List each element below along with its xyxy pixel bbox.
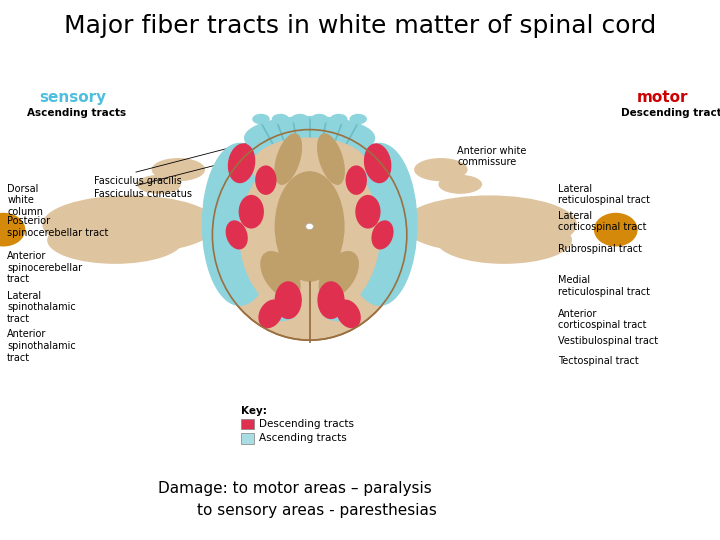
Ellipse shape — [291, 114, 309, 124]
Text: Fasciculus cuneatus: Fasciculus cuneatus — [94, 189, 192, 199]
Bar — [241, 418, 254, 429]
Text: Ascending tracts: Ascending tracts — [259, 434, 347, 443]
Ellipse shape — [414, 158, 467, 181]
Text: Rubrospinal tract: Rubrospinal tract — [558, 244, 642, 254]
Ellipse shape — [239, 150, 380, 320]
Ellipse shape — [265, 307, 296, 321]
Ellipse shape — [152, 158, 205, 181]
Ellipse shape — [436, 217, 572, 264]
Ellipse shape — [258, 300, 283, 328]
Ellipse shape — [274, 171, 345, 282]
Text: Major fiber tracts in white matter of spinal cord: Major fiber tracts in white matter of sp… — [64, 14, 656, 37]
Text: Anterior
spinocerebellar
tract: Anterior spinocerebellar tract — [7, 251, 82, 284]
Ellipse shape — [255, 165, 276, 195]
Ellipse shape — [342, 143, 418, 306]
Ellipse shape — [306, 224, 313, 230]
Ellipse shape — [274, 281, 302, 319]
Text: Lateral
reticulospinal tract: Lateral reticulospinal tract — [558, 184, 650, 205]
Ellipse shape — [252, 114, 270, 124]
Ellipse shape — [251, 138, 368, 195]
Ellipse shape — [317, 133, 345, 185]
Ellipse shape — [364, 143, 392, 183]
Text: Ascending tracts: Ascending tracts — [27, 109, 127, 118]
Text: Lateral
spinothalamic
tract: Lateral spinothalamic tract — [7, 291, 76, 323]
Ellipse shape — [349, 114, 367, 124]
Text: Medial
reticulospinal tract: Medial reticulospinal tract — [558, 275, 650, 297]
Ellipse shape — [0, 213, 25, 246]
Text: Anterior white
commissure: Anterior white commissure — [457, 146, 526, 167]
Text: Posterior
spinocerebellar tract: Posterior spinocerebellar tract — [7, 216, 109, 238]
Ellipse shape — [42, 195, 217, 253]
Ellipse shape — [137, 175, 181, 194]
Ellipse shape — [318, 281, 345, 319]
Text: Damage: to motor areas – paralysis
        to sensory areas - paresthesias: Damage: to motor areas – paralysis to se… — [158, 482, 437, 517]
Ellipse shape — [249, 123, 370, 178]
Ellipse shape — [402, 195, 577, 253]
Text: Vestibulospinal tract: Vestibulospinal tract — [558, 336, 658, 346]
Ellipse shape — [336, 300, 361, 328]
Ellipse shape — [47, 217, 183, 264]
Ellipse shape — [310, 114, 328, 124]
Ellipse shape — [274, 133, 302, 185]
Text: Anterior
spinothalamic
tract: Anterior spinothalamic tract — [7, 329, 76, 362]
Text: sensory: sensory — [40, 90, 107, 105]
Ellipse shape — [330, 114, 348, 124]
Text: Lateral
corticospinal tract: Lateral corticospinal tract — [558, 211, 647, 232]
Text: Anterior
corticospinal tract: Anterior corticospinal tract — [558, 309, 647, 330]
Ellipse shape — [238, 195, 264, 228]
Bar — [241, 433, 254, 444]
Ellipse shape — [438, 175, 482, 194]
Ellipse shape — [244, 116, 375, 160]
Text: Key:: Key: — [241, 407, 267, 416]
Text: Descending tracts: Descending tracts — [259, 419, 354, 429]
Ellipse shape — [225, 220, 248, 249]
Ellipse shape — [346, 165, 367, 195]
Ellipse shape — [323, 307, 354, 321]
Text: Fasciculus gracilis: Fasciculus gracilis — [94, 176, 181, 186]
Ellipse shape — [271, 114, 289, 124]
Text: Descending tracts: Descending tracts — [621, 109, 720, 118]
Ellipse shape — [594, 213, 638, 246]
Text: Dorsal
white
column: Dorsal white column — [7, 184, 43, 217]
Ellipse shape — [355, 195, 381, 228]
Ellipse shape — [260, 251, 301, 299]
Ellipse shape — [228, 143, 256, 183]
Ellipse shape — [212, 130, 407, 340]
Ellipse shape — [318, 251, 359, 299]
Text: Tectospinal tract: Tectospinal tract — [558, 356, 639, 367]
Text: motor: motor — [637, 90, 689, 105]
Ellipse shape — [372, 220, 394, 249]
Ellipse shape — [202, 143, 277, 306]
